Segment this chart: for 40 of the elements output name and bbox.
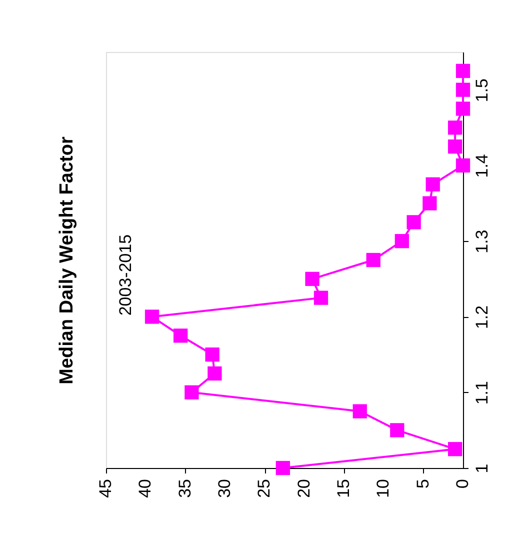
point — [448, 120, 462, 135]
point — [426, 177, 440, 192]
x-tick-label: 35 — [175, 479, 194, 498]
x-tick-label: 5 — [413, 479, 432, 488]
y-tick-label: 1.3 — [472, 230, 492, 254]
x-tick-label: 30 — [215, 479, 234, 498]
point — [276, 460, 290, 476]
x-tick-label: 0 — [453, 479, 472, 488]
point — [305, 272, 320, 286]
y-axis-title: Median Daily Weight Factor — [56, 136, 78, 384]
point — [314, 290, 328, 305]
point — [456, 82, 470, 97]
point — [422, 196, 437, 210]
x-tick-label: 45 — [96, 479, 115, 498]
y-tick-label: 1.1 — [472, 381, 492, 405]
point — [456, 102, 470, 116]
x-tick-label: 10 — [374, 479, 393, 498]
point — [406, 215, 421, 230]
x-tick-label: 25 — [254, 479, 274, 498]
point — [448, 442, 462, 456]
y-tick-label: 1 — [472, 464, 492, 474]
point — [208, 366, 222, 381]
point — [390, 423, 404, 438]
annotation: 2003-2015 — [116, 234, 135, 316]
point — [184, 385, 199, 400]
y-tick-label: 1.5 — [472, 78, 492, 102]
point — [448, 139, 462, 154]
point — [174, 328, 188, 343]
x-tick-label: 20 — [294, 479, 314, 498]
point — [144, 310, 160, 324]
y-tick-label: 1.2 — [472, 305, 492, 330]
point — [352, 404, 367, 418]
point — [456, 158, 470, 173]
x-tick-label: 15 — [334, 479, 353, 498]
y-tick-label: 1.4 — [472, 154, 492, 178]
point — [394, 234, 409, 248]
x-tick-label: 40 — [136, 479, 155, 498]
point — [205, 347, 220, 362]
point — [366, 252, 380, 268]
point — [456, 64, 470, 78]
